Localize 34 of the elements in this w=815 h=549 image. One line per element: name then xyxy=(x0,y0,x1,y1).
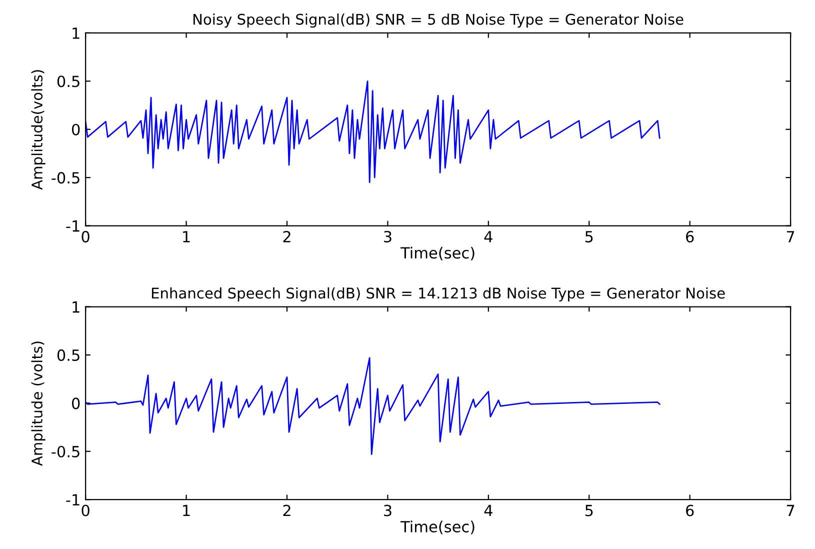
x-tick-label: 6 xyxy=(686,230,694,242)
x-tick-label: 4 xyxy=(484,504,492,516)
y-tick-label: 1 xyxy=(72,301,80,313)
y-tick-label: -0.5 xyxy=(52,446,80,458)
y-tick-label: 0.5 xyxy=(57,76,80,88)
y-tick-label: -0.5 xyxy=(52,172,80,184)
x-tick-label: 2 xyxy=(283,230,290,242)
x-tick-label: 3 xyxy=(384,230,392,242)
x-tick-label: 6 xyxy=(686,504,694,516)
x-tick-label: 3 xyxy=(384,504,392,516)
x-tick-label: 2 xyxy=(283,504,290,516)
y-tick-label: 0 xyxy=(72,398,80,410)
y-tick-label: 1 xyxy=(72,28,80,39)
y-axis-title: Amplitude (volts) xyxy=(31,342,46,466)
x-axis-title: Time(sec) xyxy=(400,246,474,260)
y-tick-label: 0.5 xyxy=(57,349,80,361)
y-tick-label: -1 xyxy=(66,494,80,506)
x-tick-label: 1 xyxy=(183,504,190,516)
line-series xyxy=(86,80,660,184)
y-axis-title: Amplitude(volts) xyxy=(31,70,46,190)
line-series xyxy=(86,357,660,455)
x-tick-label: 1 xyxy=(183,231,190,242)
x-tick-label: 4 xyxy=(484,231,492,242)
x-tick-label: 7 xyxy=(786,504,794,516)
y-tick-label: 0 xyxy=(72,124,80,136)
x-tick-label: 0 xyxy=(82,230,90,242)
x-axis-title: Time(sec) xyxy=(400,520,474,534)
x-tick-label: 5 xyxy=(585,231,593,242)
x-tick-label: 5 xyxy=(585,504,593,516)
chart-title: Noisy Speech Signal(dB) SNR = 5 dB Noise Type = Generator Noise xyxy=(193,14,684,28)
y-tick-label: -1 xyxy=(66,220,80,232)
x-tick-label: 7 xyxy=(786,231,794,242)
chart-title: Enhanced Speech Signal(dB) SNR = 14.1213 dB Noise Type = Generator Noise xyxy=(152,287,725,302)
x-tick-label: 0 xyxy=(82,504,90,516)
